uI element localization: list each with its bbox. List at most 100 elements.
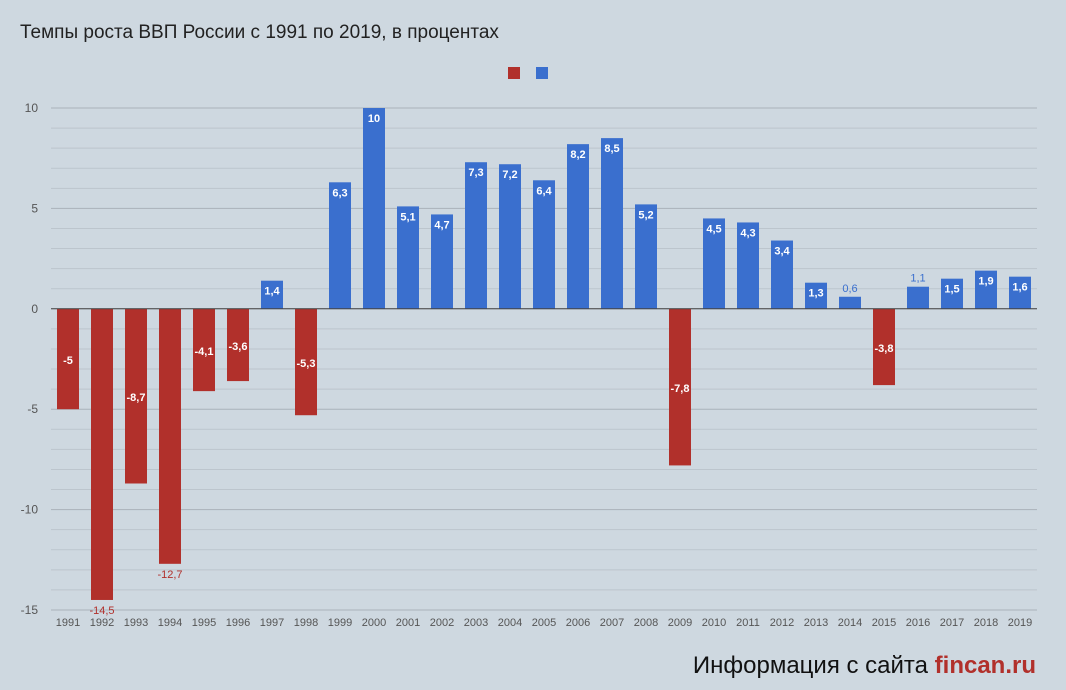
bar bbox=[431, 214, 453, 309]
bar bbox=[567, 144, 589, 309]
bar bbox=[635, 204, 657, 309]
y-tick-label: -15 bbox=[21, 603, 39, 617]
x-tick-label: 1991 bbox=[56, 617, 80, 629]
x-tick-label: 2017 bbox=[940, 617, 964, 629]
legend-swatch-negative bbox=[508, 67, 520, 79]
data-label: 10 bbox=[368, 113, 380, 125]
bar bbox=[1009, 276, 1031, 309]
x-tick-label: 1993 bbox=[124, 617, 148, 629]
x-tick-label: 1999 bbox=[328, 617, 352, 629]
data-label: 1,1 bbox=[910, 273, 925, 285]
x-tick-label: 2012 bbox=[770, 617, 794, 629]
bar bbox=[125, 308, 147, 484]
bar bbox=[975, 270, 997, 309]
data-label: -3,6 bbox=[229, 341, 248, 353]
x-tick-label: 2006 bbox=[566, 617, 590, 629]
data-label: -5,3 bbox=[297, 358, 316, 370]
data-label: 3,4 bbox=[774, 246, 790, 258]
y-tick-label: 10 bbox=[25, 101, 39, 115]
x-tick-label: 2005 bbox=[532, 617, 556, 629]
data-label: 1,5 bbox=[944, 284, 959, 296]
x-tick-label: 2013 bbox=[804, 617, 828, 629]
x-tick-label: 2016 bbox=[906, 617, 930, 629]
data-label: -14,5 bbox=[89, 605, 114, 617]
x-tick-label: 1997 bbox=[260, 617, 284, 629]
data-label: 8,2 bbox=[570, 149, 585, 161]
legend bbox=[508, 67, 548, 79]
data-label: 1,9 bbox=[978, 276, 993, 288]
x-tick-label: 1992 bbox=[90, 617, 114, 629]
data-label: 5,2 bbox=[638, 209, 653, 221]
bar bbox=[295, 308, 317, 416]
bar bbox=[771, 240, 793, 309]
bar bbox=[805, 282, 827, 309]
x-tick-label: 2018 bbox=[974, 617, 998, 629]
bar bbox=[907, 286, 929, 309]
data-label: 0,6 bbox=[842, 283, 857, 295]
x-tick-label: 2019 bbox=[1008, 617, 1032, 629]
x-tick-label: 2008 bbox=[634, 617, 658, 629]
legend-swatch-positive bbox=[536, 67, 548, 79]
data-label: 1,4 bbox=[264, 286, 280, 298]
bar bbox=[737, 222, 759, 309]
data-label: -7,8 bbox=[671, 383, 690, 395]
x-tick-label: 2001 bbox=[396, 617, 420, 629]
data-label: -3,8 bbox=[875, 343, 894, 355]
bar bbox=[261, 280, 283, 309]
x-tick-label: 2004 bbox=[498, 617, 522, 629]
x-tick-label: 2014 bbox=[838, 617, 862, 629]
data-label: 8,5 bbox=[604, 143, 619, 155]
bar bbox=[941, 278, 963, 309]
x-tick-label: 2015 bbox=[872, 617, 896, 629]
y-tick-label: -5 bbox=[27, 402, 38, 416]
x-tick-label: 2000 bbox=[362, 617, 386, 629]
bar bbox=[363, 108, 385, 309]
bar bbox=[193, 308, 215, 392]
x-tick-label: 1998 bbox=[294, 617, 318, 629]
y-tick-label: -10 bbox=[21, 503, 39, 517]
bar bbox=[57, 308, 79, 410]
source-site-link[interactable]: fincan.ru bbox=[934, 652, 1036, 679]
bar bbox=[227, 308, 249, 382]
x-tick-label: 1996 bbox=[226, 617, 250, 629]
data-label: 4,3 bbox=[740, 227, 755, 239]
y-tick-label: 0 bbox=[31, 302, 38, 316]
x-tick-label: 2010 bbox=[702, 617, 726, 629]
data-label: 5,1 bbox=[400, 211, 415, 223]
bar bbox=[91, 308, 113, 600]
data-label: -8,7 bbox=[127, 392, 146, 404]
x-tick-label: 2011 bbox=[736, 617, 760, 629]
bar bbox=[499, 164, 521, 309]
data-label: 7,2 bbox=[502, 169, 517, 181]
data-label: -5 bbox=[63, 355, 73, 367]
bar bbox=[873, 308, 895, 386]
bar bbox=[465, 162, 487, 309]
data-label: 1,6 bbox=[1012, 282, 1027, 294]
source-footer: Информация с сайта fincan.ru bbox=[693, 652, 1036, 680]
source-prefix: Информация с сайта bbox=[692, 652, 935, 679]
data-label: 4,7 bbox=[434, 219, 449, 231]
data-label: 6,4 bbox=[536, 185, 552, 197]
x-tick-label: 1994 bbox=[158, 617, 182, 629]
x-tick-label: 2009 bbox=[668, 617, 692, 629]
data-label: -4,1 bbox=[195, 346, 214, 358]
bar bbox=[159, 308, 181, 564]
bar bbox=[703, 218, 725, 309]
data-label: 1,3 bbox=[808, 288, 823, 300]
bar bbox=[397, 206, 419, 309]
data-label: 4,5 bbox=[706, 223, 721, 235]
bar bbox=[533, 180, 555, 309]
bar bbox=[839, 296, 861, 309]
data-label: 6,3 bbox=[332, 187, 347, 199]
bar bbox=[601, 138, 623, 309]
chart-title: Темпы роста ВВП России с 1991 по 2019, в… bbox=[20, 22, 499, 43]
data-label: -12,7 bbox=[157, 569, 182, 581]
bar bbox=[669, 308, 691, 466]
x-tick-label: 1995 bbox=[192, 617, 216, 629]
bar bbox=[329, 182, 351, 309]
x-tick-label: 2003 bbox=[464, 617, 488, 629]
x-tick-label: 2007 bbox=[600, 617, 624, 629]
data-label: 7,3 bbox=[468, 167, 483, 179]
y-tick-label: 5 bbox=[31, 201, 38, 215]
